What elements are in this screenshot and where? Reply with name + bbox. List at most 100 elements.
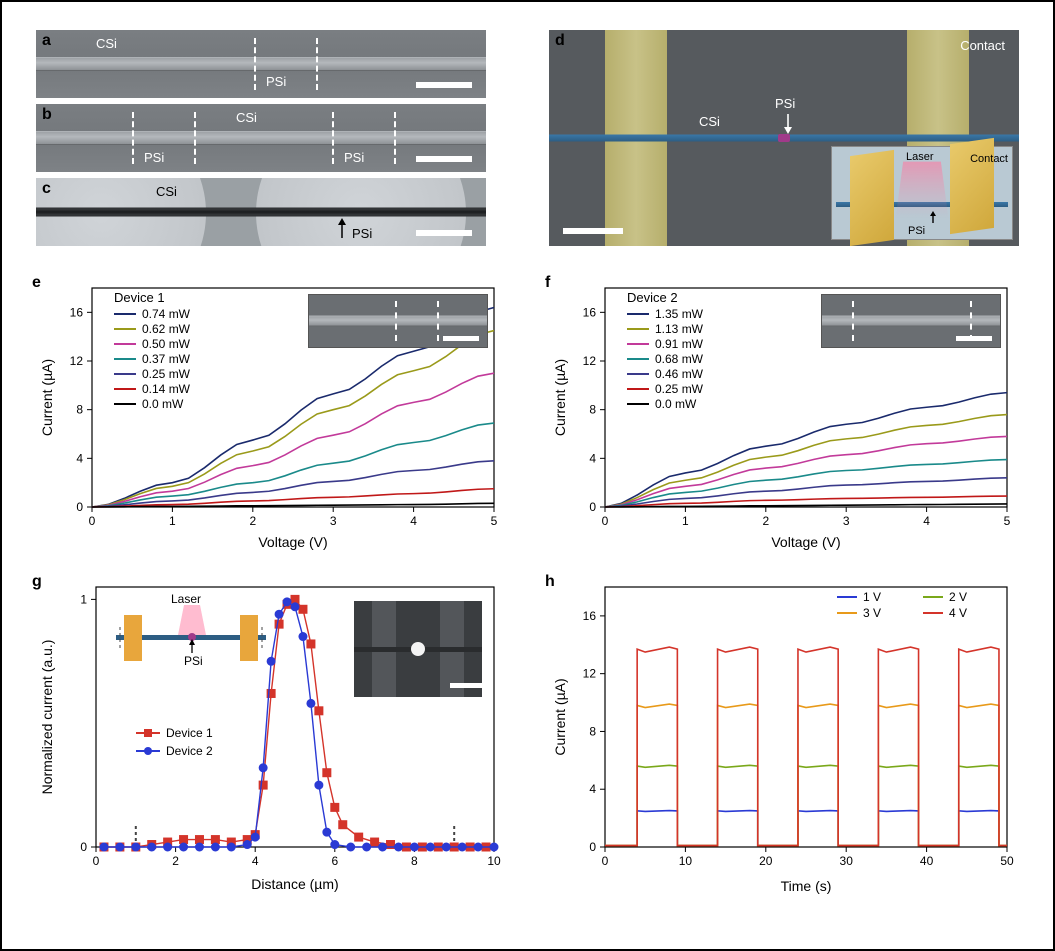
panel-b-psi-left-label: PSi [144,150,164,165]
svg-text:12: 12 [583,354,597,368]
panel-b-psi-dash [332,112,334,164]
panel-d-psi-spot [778,134,790,142]
svg-text:3: 3 [330,514,337,528]
svg-text:10: 10 [679,854,693,868]
svg-text:40: 40 [920,854,934,868]
svg-text:Voltage (V): Voltage (V) [258,534,327,550]
svg-text:16: 16 [583,609,597,623]
svg-text:0.74 mW: 0.74 mW [142,307,191,321]
svg-text:Current (µA): Current (µA) [39,359,55,436]
svg-text:Device 2: Device 2 [166,744,213,758]
svg-text:4: 4 [76,451,83,465]
panel-a-psi-dash [254,38,256,90]
svg-text:2 V: 2 V [949,590,967,604]
svg-text:0.14 mW: 0.14 mW [142,382,191,396]
panel-d-letter: d [555,32,565,50]
svg-text:8: 8 [411,854,418,868]
panel-b-scalebar [416,156,472,162]
panel-f-inset-sem [821,294,1001,348]
inset-psi-dash [395,301,397,341]
svg-text:10: 10 [487,854,501,868]
panel-d-inset: Laser Contact PSi [831,146,1013,240]
svg-text:PSi: PSi [184,654,203,668]
svg-text:0: 0 [93,854,100,868]
svg-text:0.0 mW: 0.0 mW [655,397,697,411]
panel-d-psi-label: PSi [775,96,795,111]
row-3: g 024681001Distance (µm)Normalized curre… [36,575,1019,895]
svg-text:16: 16 [70,305,84,319]
svg-text:0.62 mW: 0.62 mW [142,322,191,336]
figure-frame: a CSi PSi b CSi PSi PSi [0,0,1055,951]
svg-text:0.68 mW: 0.68 mW [655,352,704,366]
svg-text:Device 1: Device 1 [166,726,213,740]
svg-text:1: 1 [682,514,689,528]
panel-b-nanowire [36,131,486,145]
chart-h-svg: 010203040500481216Time (s)Current (µA)1 … [549,575,1019,895]
svg-text:6: 6 [331,854,338,868]
panel-a-nanowire [36,57,486,71]
panel-g-letter: g [32,573,42,591]
svg-text:Distance (µm): Distance (µm) [251,876,338,892]
panel-c-scalebar [416,230,472,236]
svg-text:0.37 mW: 0.37 mW [142,352,191,366]
svg-text:Device 2: Device 2 [627,290,678,305]
svg-text:2: 2 [762,514,769,528]
svg-text:8: 8 [589,724,596,738]
svg-text:1.13 mW: 1.13 mW [655,322,704,336]
svg-text:0: 0 [80,840,87,854]
svg-text:0.46 mW: 0.46 mW [655,367,704,381]
svg-text:5: 5 [1004,514,1011,528]
inset-d-laser-label: Laser [906,151,934,163]
svg-text:4: 4 [410,514,417,528]
svg-text:0: 0 [76,500,83,514]
svg-text:0: 0 [602,854,609,868]
svg-text:Voltage (V): Voltage (V) [771,534,840,550]
svg-text:1 V: 1 V [863,590,881,604]
svg-text:4: 4 [252,854,259,868]
panel-d-csi-label: CSi [699,114,720,129]
panel-d: d Contact CSi PSi Laser Contact PSi [549,30,1019,246]
panel-c-csi-label: CSi [156,184,177,199]
panel-h-letter: h [545,573,555,591]
panel-c: c CSi PSi [36,178,486,246]
svg-text:4: 4 [589,782,596,796]
panel-g: g 024681001Distance (µm)Normalized curre… [36,575,506,895]
svg-text:3: 3 [843,514,850,528]
inset-d-psi-label: PSi [908,225,925,237]
panel-c-psi-arrow-icon [335,218,349,240]
svg-text:0: 0 [602,514,609,528]
svg-text:Normalized current (a.u.): Normalized current (a.u.) [39,640,55,795]
svg-text:20: 20 [759,854,773,868]
inset-psi-dash [437,301,439,341]
svg-text:0: 0 [589,500,596,514]
inset-d-contact-label: Contact [970,153,1008,165]
panel-a-csi-label: CSi [96,36,117,51]
row-1: a CSi PSi b CSi PSi PSi [36,30,1019,252]
svg-text:0.50 mW: 0.50 mW [142,337,191,351]
panel-b-psi-dash [194,112,196,164]
panel-b-letter: b [42,106,52,124]
svg-text:0: 0 [589,840,596,854]
svg-text:Time (s): Time (s) [781,878,832,894]
panel-b-psi-right-label: PSi [344,150,364,165]
inset-psi-dash [852,301,854,341]
panel-a: a CSi PSi [36,30,486,98]
svg-text:4 V: 4 V [949,606,967,620]
chart-g-svg: 024681001Distance (µm)Normalized current… [36,575,506,895]
inset-psi-dash [970,301,972,341]
svg-text:12: 12 [583,667,597,681]
panel-c-nanowire [36,208,486,217]
inset-d-laser-beam [896,162,949,218]
svg-text:1: 1 [169,514,176,528]
inset-e-scalebar [443,336,479,341]
inset-d-contact-left [850,150,894,246]
svg-text:2: 2 [172,854,179,868]
inset-f-nanowire [822,316,1000,327]
panel-f: f 0123450481216Voltage (V)Current (µA)De… [549,276,1019,551]
svg-text:1.35 mW: 1.35 mW [655,307,704,321]
svg-text:16: 16 [583,305,597,319]
svg-text:12: 12 [70,354,84,368]
panel-a-psi-label: PSi [266,74,286,89]
svg-text:Current (µA): Current (µA) [552,359,568,436]
svg-text:8: 8 [589,403,596,417]
